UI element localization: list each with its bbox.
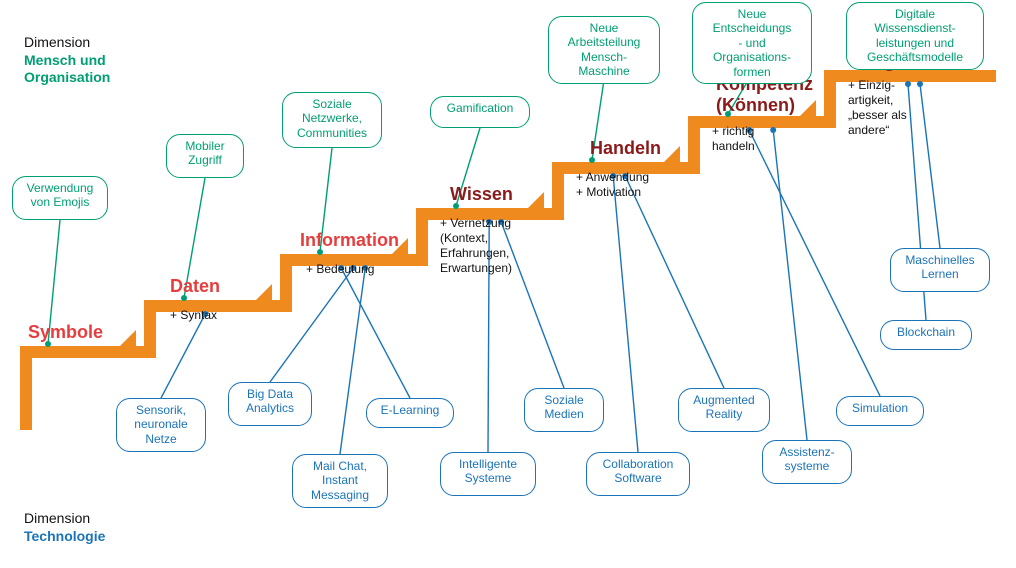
dimension-line: Technologie	[24, 528, 105, 544]
top-bubble: MobilerZugriff	[166, 134, 244, 178]
step-desc: + Vernetzung(Kontext,Erfahrungen,Erwartu…	[440, 216, 512, 276]
step-desc: + Syntax	[170, 308, 217, 323]
step-desc: + Anwendung+ Motivation	[576, 170, 649, 200]
dimension-line: Dimension	[24, 34, 90, 50]
top-bubble: Verwendungvon Emojis	[12, 176, 108, 220]
bottom-bubble: SozialeMedien	[524, 388, 604, 432]
dimension-label-bottom: Dimension Technologie	[24, 510, 105, 545]
bottom-bubble: E-Learning	[366, 398, 454, 428]
dimension-line: Dimension	[24, 510, 90, 526]
step-desc: + Bedeutung	[306, 262, 374, 277]
top-bubble: Gamification	[430, 96, 530, 128]
bottom-bubble: Assistenz-systeme	[762, 440, 852, 484]
dimension-line: Mensch und	[24, 52, 106, 68]
bottom-bubble: MaschinellesLernen	[890, 248, 990, 292]
bottom-bubble: AugmentedReality	[678, 388, 770, 432]
dimension-label-top: Dimension Mensch undOrganisation	[24, 34, 110, 87]
bottom-bubble: CollaborationSoftware	[586, 452, 690, 496]
bottom-bubble: Big DataAnalytics	[228, 382, 312, 426]
top-bubble: DigitaleWissensdienst-leistungen undGesc…	[846, 2, 984, 70]
step-label: Daten	[170, 276, 220, 297]
top-bubble: NeueEntscheidungs- undOrganisations-form…	[692, 2, 812, 84]
bottom-bubble: Sensorik,neuronaleNetze	[116, 398, 206, 452]
step-desc: + Einzig-artigkeit,„besser alsandere“	[848, 78, 907, 138]
diagram-stage: Symbole Daten + Syntax Information + Bedeutu…	[0, 0, 1016, 568]
bottom-bubble: IntelligenteSysteme	[440, 452, 536, 496]
step-label: Symbole	[28, 322, 103, 343]
top-bubble: NeueArbeitsteilungMensch-Maschine	[548, 16, 660, 84]
bottom-bubble: Blockchain	[880, 320, 972, 350]
step-label: Handeln	[590, 138, 661, 159]
dimension-line: Organisation	[24, 69, 110, 85]
bottom-bubble: Simulation	[836, 396, 924, 426]
bottom-bubble: Mail Chat,InstantMessaging	[292, 454, 388, 508]
step-desc: + richtighandeln	[712, 124, 755, 154]
top-bubble: SozialeNetzwerke,Communities	[282, 92, 382, 148]
step-label: Wissen	[450, 184, 513, 205]
step-label: Information	[300, 230, 399, 251]
